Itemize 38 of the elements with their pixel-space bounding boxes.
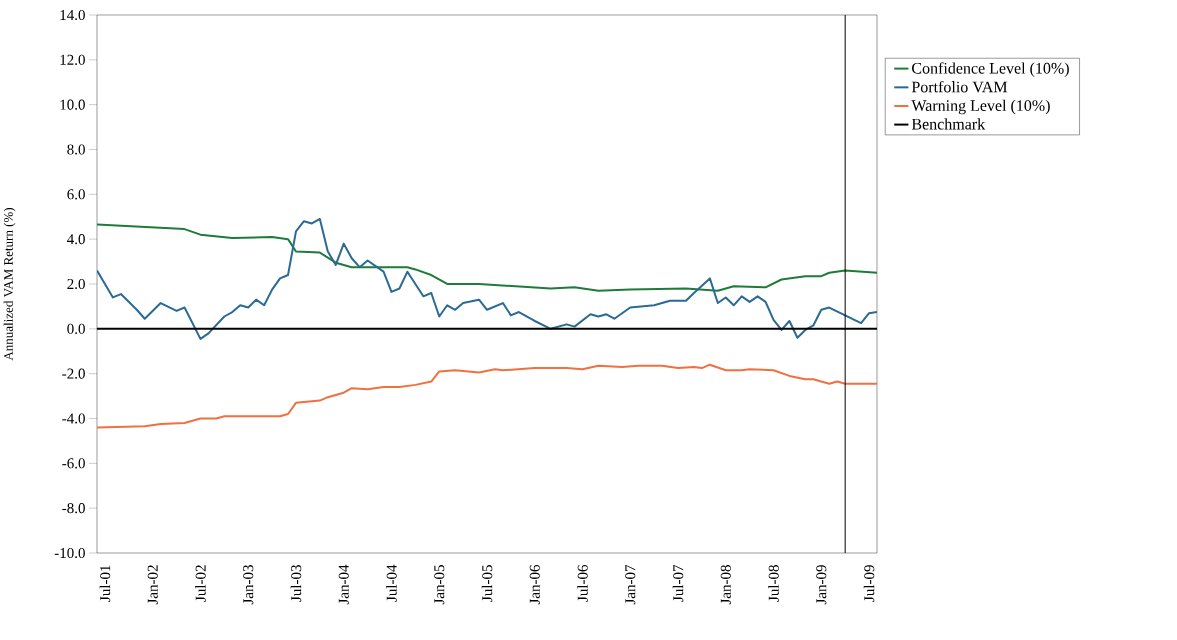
y-tick-label: 0.0 bbox=[67, 323, 85, 334]
legend-label: Confidence Level (10%) bbox=[912, 62, 1069, 77]
y-axis-title: Annualized VAM Return (%) bbox=[3, 207, 16, 361]
y-tick-label: 4.0 bbox=[67, 234, 85, 245]
x-tick-label: Jan-03 bbox=[243, 565, 254, 605]
x-tick-label: Jul-06 bbox=[577, 564, 588, 602]
legend-label: Warning Level (10%) bbox=[911, 99, 1050, 115]
line-series bbox=[97, 223, 877, 292]
y-tick-label: 10.0 bbox=[60, 99, 85, 110]
y-tick-label: 2.0 bbox=[67, 278, 85, 290]
x-tick-label: Jul-03 bbox=[290, 565, 302, 602]
y-tick-label: -8.0 bbox=[62, 503, 85, 514]
y-tick-label: 14.0 bbox=[60, 9, 85, 21]
x-tick-label: Jul-04 bbox=[386, 564, 397, 602]
legend-label: Benchmark bbox=[911, 118, 986, 130]
line-series bbox=[97, 363, 877, 429]
x-tick-label: Jul-05 bbox=[481, 565, 493, 602]
x-tick-label: Jan-07 bbox=[625, 564, 636, 605]
x-tick-label: Jan-02 bbox=[147, 565, 158, 605]
legend-label: Portfolio VAM bbox=[911, 80, 1008, 93]
x-tick-label: Jul-01 bbox=[99, 565, 111, 602]
x-tick-label: Jan-09 bbox=[816, 565, 827, 605]
x-tick-label: Jul-02 bbox=[195, 565, 206, 602]
y-tick-label: -10.0 bbox=[54, 547, 85, 559]
x-tick-label: Jan-05 bbox=[434, 565, 445, 605]
y-tick-label: 6.0 bbox=[67, 189, 85, 200]
x-tick-label: Jan-08 bbox=[720, 565, 731, 605]
y-tick-label: -2.0 bbox=[62, 368, 85, 379]
x-tick-label: Jul-07 bbox=[672, 564, 684, 602]
y-tick-label: 12.0 bbox=[60, 54, 85, 65]
line-series bbox=[97, 217, 877, 340]
y-tick-label: -4.0 bbox=[62, 413, 85, 424]
y-tick-label: 8.0 bbox=[67, 144, 85, 155]
x-tick-label: Jan-04 bbox=[338, 564, 349, 605]
x-tick-label: Jul-09 bbox=[863, 565, 875, 602]
x-tick-label: Jul-08 bbox=[768, 565, 779, 602]
y-tick-label: -6.0 bbox=[62, 458, 85, 469]
x-tick-label: Jan-06 bbox=[529, 564, 540, 605]
